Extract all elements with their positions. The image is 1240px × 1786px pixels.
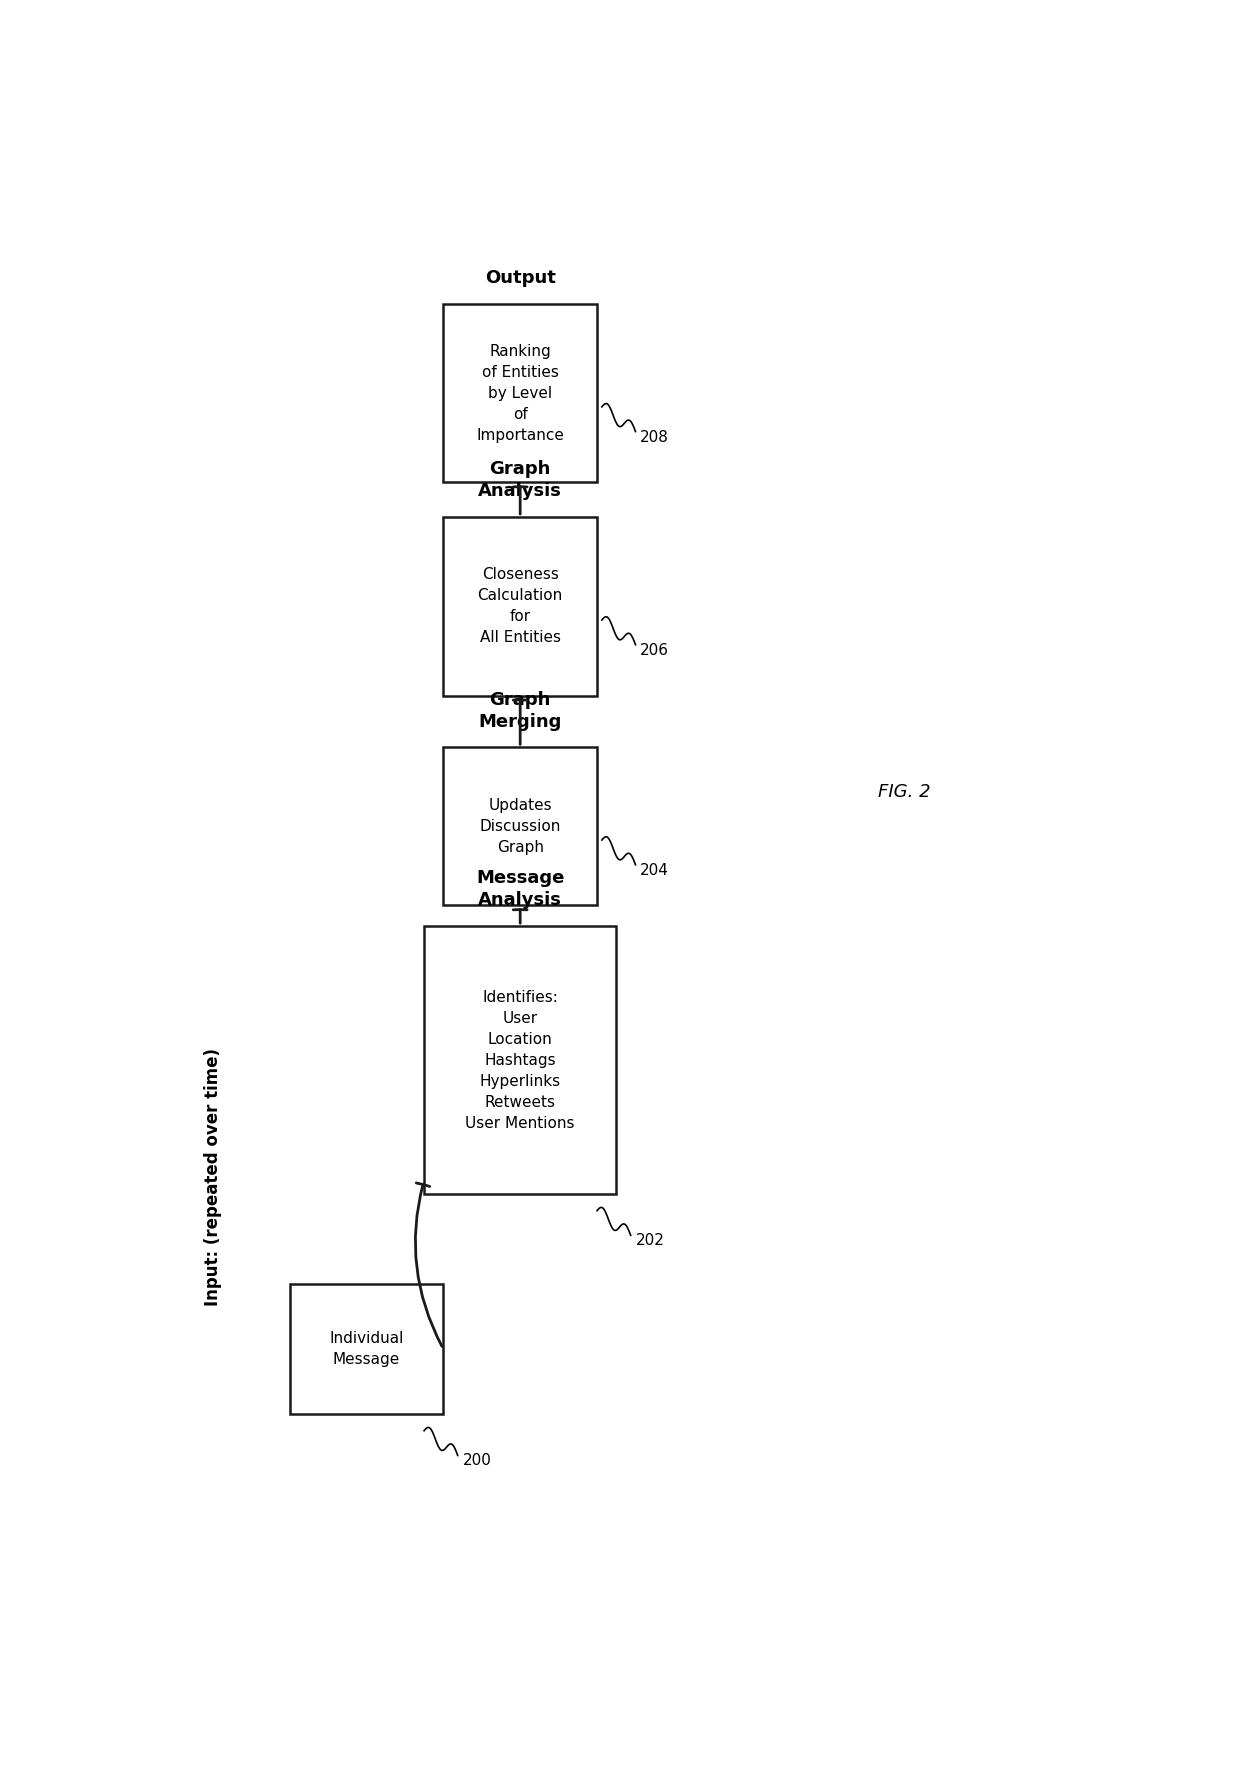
Text: Closeness
Calculation
for
All Entities: Closeness Calculation for All Entities: [477, 568, 563, 645]
Text: Graph
Merging: Graph Merging: [479, 691, 562, 730]
Bar: [444, 304, 596, 482]
Bar: [444, 747, 596, 906]
Text: Individual
Message: Individual Message: [330, 1331, 403, 1366]
Text: Message
Analysis: Message Analysis: [476, 870, 564, 909]
Text: 202: 202: [635, 1234, 665, 1248]
Bar: [424, 925, 616, 1195]
Text: Graph
Analysis: Graph Analysis: [479, 461, 562, 500]
Text: FIG. 2: FIG. 2: [878, 782, 931, 800]
Text: Input: (repeated over time): Input: (repeated over time): [203, 1048, 222, 1306]
Text: 204: 204: [640, 863, 670, 877]
Text: Output: Output: [485, 270, 556, 288]
Text: 206: 206: [640, 643, 670, 657]
Text: Updates
Discussion
Graph: Updates Discussion Graph: [480, 798, 560, 855]
Text: 208: 208: [640, 430, 670, 445]
Bar: [290, 1284, 444, 1415]
Bar: [444, 516, 596, 697]
Text: Identifies:
User
Location
Hashtags
Hyperlinks
Retweets
User Mentions: Identifies: User Location Hashtags Hyper…: [465, 989, 575, 1131]
Text: Ranking
of Entities
by Level
of
Importance: Ranking of Entities by Level of Importan…: [476, 343, 564, 443]
Text: 200: 200: [463, 1454, 491, 1468]
